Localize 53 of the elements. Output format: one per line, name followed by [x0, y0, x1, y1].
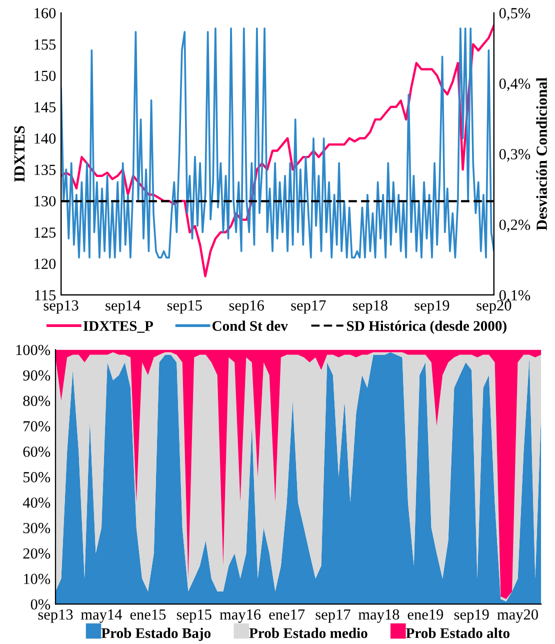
x-tick-label: sep17 — [291, 300, 326, 314]
y-tick-label: 140 — [34, 133, 56, 144]
y-tick-label: 20% — [23, 548, 50, 559]
y-axis-title: IDXTES — [14, 126, 25, 182]
x-tick-label: may16 — [220, 609, 261, 623]
y-tick-label: 90% — [23, 370, 50, 381]
x-tick-label: sep13 — [38, 609, 73, 623]
y2-tick-label: 0,2% — [499, 220, 530, 232]
y-tick-label: 100% — [16, 344, 50, 356]
y-tick-label: 135 — [34, 164, 56, 176]
legend-label: Prob Estado Bajo — [101, 628, 211, 642]
y-tick-label: 125 — [34, 227, 56, 238]
legend-label: Prob Estado medio — [249, 628, 368, 638]
y-tick-label: 145 — [34, 102, 56, 112]
y-tick-label: 155 — [34, 39, 56, 50]
x-tick-label: sep17 — [316, 609, 350, 623]
x-tick-label: ene17 — [269, 609, 305, 620]
legend-label: SD Histórica (desde 2000) — [347, 320, 506, 334]
y-tick-label: 30% — [23, 522, 50, 534]
y2-tick-label: 0,1% — [499, 290, 530, 303]
y-tick-label: 0% — [30, 599, 50, 610]
x-tick-label: sep13 — [44, 300, 78, 314]
y2-axis-title: Desviación Condicional — [536, 78, 547, 230]
x-tick-label: sep19 — [414, 300, 450, 314]
x-tick-label: sep15 — [167, 300, 202, 314]
y-tick-label: 70% — [24, 421, 50, 432]
y-tick-label: 160 — [34, 8, 56, 18]
x-tick-label: ene19 — [408, 609, 444, 620]
x-tick-label: sep14 — [106, 300, 140, 314]
x-tick-label: sep16 — [229, 300, 264, 314]
x-tick-label: may18 — [358, 609, 400, 623]
y-tick-label: 60% — [23, 446, 50, 457]
legend-label: Prob Estado alto — [406, 628, 510, 638]
y-tick-label: 10% — [24, 574, 50, 584]
y-tick-label: 115 — [35, 290, 56, 300]
y-tick-label: 130 — [34, 196, 56, 206]
y-tick-label: 50% — [24, 472, 50, 482]
y-tick-label: 120 — [34, 258, 56, 270]
legend-label: IDXTES_P — [83, 321, 154, 333]
y-tick-label: 150 — [34, 70, 56, 82]
y-tick-label: 80% — [23, 396, 50, 406]
x-tick-label: ene15 — [130, 609, 166, 620]
y2-tick-label: 0,4% — [499, 78, 530, 92]
x-tick-label: sep15 — [176, 609, 212, 623]
y-tick-label: 40% — [22, 497, 50, 508]
legend-label: Cond St dev — [212, 320, 288, 331]
x-tick-label: sep19 — [454, 609, 489, 623]
x-tick-label: may20 — [497, 609, 538, 623]
y2-tick-label: 0,5% — [499, 8, 530, 21]
x-tick-label: sep18 — [352, 300, 388, 314]
y2-tick-label: 0,3% — [499, 149, 530, 162]
x-tick-label: may14 — [80, 609, 122, 623]
x-tick-label: sep20 — [476, 300, 512, 314]
